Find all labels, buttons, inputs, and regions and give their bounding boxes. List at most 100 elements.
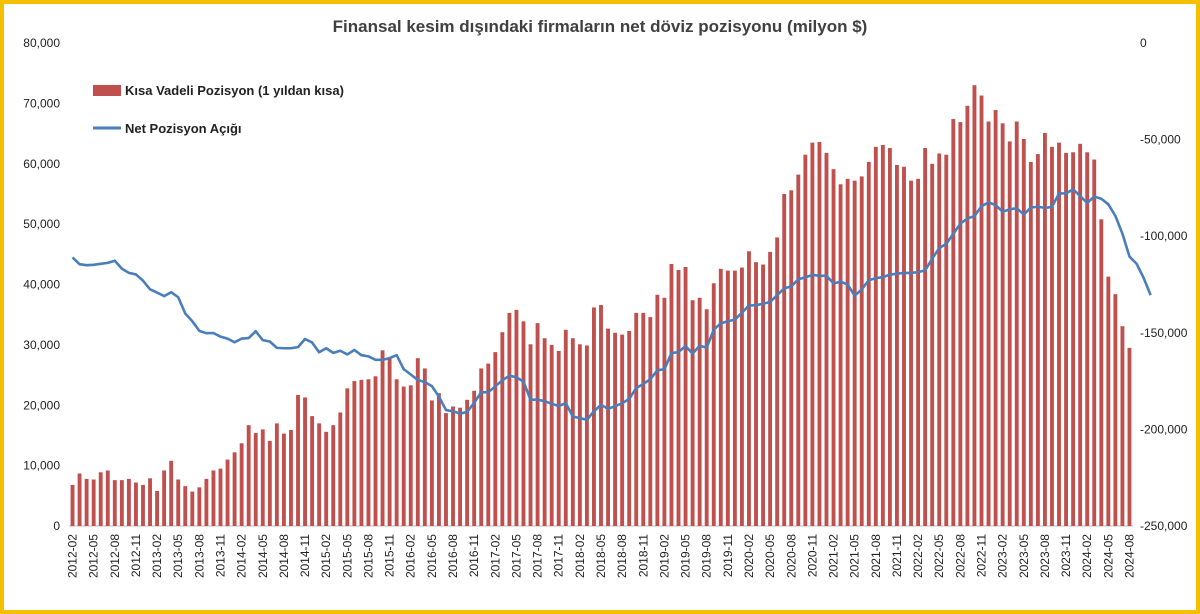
bar	[1078, 143, 1083, 527]
bar	[577, 344, 582, 526]
bar	[1042, 132, 1047, 527]
bar	[436, 393, 441, 526]
bar	[606, 328, 610, 526]
bar	[690, 300, 695, 526]
bar	[951, 119, 956, 526]
bar	[260, 429, 265, 526]
bar	[451, 406, 455, 526]
bar	[845, 178, 850, 526]
left-tick-label: 20,000	[23, 398, 60, 412]
bar	[444, 413, 448, 526]
bar	[866, 161, 871, 526]
bar	[824, 152, 829, 526]
bar	[1120, 326, 1125, 526]
x-tick-label: 2020-05	[763, 534, 777, 578]
bar	[211, 470, 216, 526]
bar	[429, 400, 434, 526]
bar	[916, 178, 921, 526]
bar	[549, 344, 554, 526]
bar	[662, 297, 667, 526]
x-tick-label: 2022-11	[975, 534, 989, 577]
bar	[831, 169, 836, 526]
bar	[183, 486, 188, 526]
bar	[958, 122, 963, 526]
legend-swatch-kisa-vadeli	[93, 85, 121, 96]
bar	[303, 397, 307, 526]
bar	[408, 385, 413, 526]
bar	[1057, 142, 1061, 526]
bar	[768, 251, 773, 526]
bar	[732, 270, 737, 526]
bar	[77, 473, 82, 526]
bar	[239, 443, 244, 526]
bar	[1106, 276, 1111, 526]
bar	[84, 478, 89, 526]
bar	[711, 283, 716, 526]
bar	[1021, 138, 1026, 526]
bar	[873, 146, 878, 526]
bar	[563, 329, 568, 526]
bar	[70, 484, 75, 526]
bar	[880, 145, 885, 526]
bar	[493, 352, 498, 526]
x-tick-label: 2018-11	[636, 534, 650, 577]
bar	[345, 388, 350, 526]
bar	[514, 309, 519, 526]
x-tick-label: 2016-02	[404, 534, 418, 578]
x-tick-label: 2017-11	[552, 534, 566, 577]
legend-label-kisa-vadeli: Kısa Vadeli Pozisyon (1 yıldan kısa)	[125, 83, 344, 98]
x-tick-label: 2016-05	[425, 534, 439, 578]
left-tick-label: 60,000	[23, 157, 60, 171]
x-tick-label: 2014-05	[256, 534, 270, 578]
right-tick-label: -50,000	[1140, 133, 1181, 147]
bar	[148, 478, 152, 526]
bar	[754, 262, 758, 526]
bar	[267, 440, 272, 526]
bar	[775, 237, 780, 526]
bar	[570, 338, 575, 526]
x-tick-label: 2017-02	[488, 534, 502, 578]
bar	[796, 174, 801, 526]
bar	[902, 166, 906, 527]
bar	[535, 323, 540, 526]
bar	[134, 482, 138, 526]
bar	[620, 334, 625, 526]
left-tick-label: 80,000	[23, 36, 60, 50]
bar	[634, 312, 639, 526]
bar	[169, 460, 174, 526]
bar	[718, 268, 723, 526]
x-tick-label: 2014-02	[235, 534, 249, 578]
bar	[317, 423, 322, 526]
x-tick-label: 2022-05	[932, 534, 946, 578]
bar	[725, 270, 730, 526]
bar	[472, 390, 477, 526]
bar	[155, 490, 160, 526]
x-tick-label: 2018-08	[615, 534, 629, 578]
bar	[98, 472, 103, 526]
bar	[112, 480, 117, 526]
right-tick-label: -200,000	[1140, 422, 1188, 436]
bar	[930, 163, 935, 526]
bar	[993, 110, 998, 527]
bar	[486, 363, 491, 526]
bar	[1035, 154, 1040, 526]
x-tick-label: 2023-02	[996, 534, 1010, 578]
right-tick-label: -150,000	[1140, 326, 1188, 340]
bar	[394, 379, 399, 526]
bar	[218, 468, 223, 526]
x-tick-label: 2024-08	[1122, 534, 1136, 578]
bar	[803, 154, 808, 526]
bar	[479, 368, 484, 526]
bar	[1007, 141, 1012, 526]
bar	[91, 479, 96, 526]
bar	[979, 95, 984, 527]
bar	[387, 358, 392, 526]
bar	[669, 263, 674, 526]
legend-label-net-pozisyon: Net Pozisyon Açığı	[125, 121, 242, 136]
left-axis: 0 10,000 20,000 30,000 40,000 50,000 60,000 70,…	[23, 36, 60, 533]
bar	[584, 345, 589, 526]
x-tick-label: 2018-02	[573, 534, 587, 578]
bar	[789, 190, 794, 526]
x-tick-label: 2015-05	[340, 534, 354, 578]
